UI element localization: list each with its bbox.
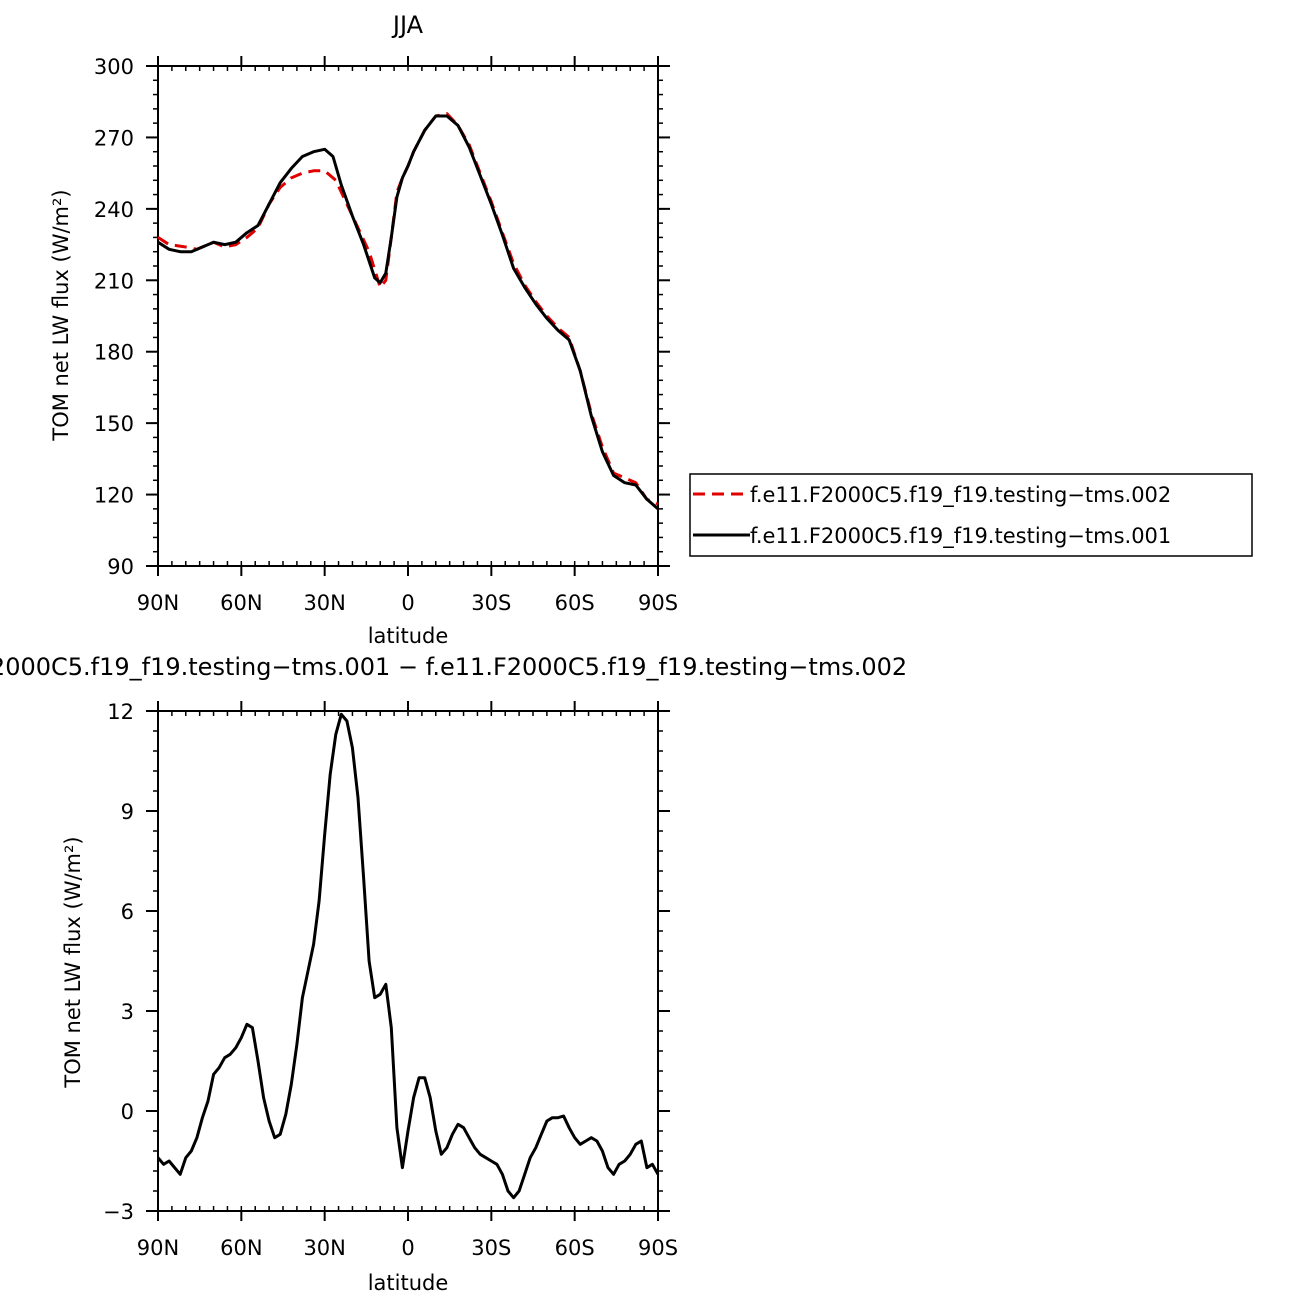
y-tick-label-12: 12 <box>107 700 134 724</box>
x-tick-label-90s: 90S <box>638 1236 678 1260</box>
y-tick-label-270: 270 <box>94 126 134 150</box>
chart-title-top: JJA <box>391 11 424 39</box>
series-line-difference <box>156 712 660 1200</box>
legend: f.e11.F2000C5.f19_f19.testing−tms.002 f.… <box>689 473 1253 557</box>
x-axis-label-top: latitude <box>368 624 449 648</box>
x-tick-label-30s: 30S <box>471 1236 511 1260</box>
x-tick-label-30n: 30N <box>303 591 345 615</box>
x-tick-label-60n: 60N <box>220 591 262 615</box>
y-tick-label-minus-3: −3 <box>103 1200 134 1224</box>
y-tick-label-120: 120 <box>94 484 134 508</box>
y-tick-label-0: 0 <box>121 1100 134 1124</box>
y-tick-label-180: 180 <box>94 341 134 365</box>
x-tick-label-30s: 30S <box>471 591 511 615</box>
y-axis-label-bottom: TOM net LW flux (W/m²) <box>61 836 85 1088</box>
legend-label-tms002: f.e11.F2000C5.f19_f19.testing−tms.002 <box>750 483 1171 508</box>
y-tick-label-240: 240 <box>94 198 134 222</box>
legend-label-tms001: f.e11.F2000C5.f19_f19.testing−tms.001 <box>750 524 1171 549</box>
x-tick-label-90n: 90N <box>137 591 179 615</box>
y-tick-label-210: 210 <box>94 269 134 293</box>
bottom-panel-difference: f.e11.F2000C5.f19_f19.testing−tms.001 − … <box>0 653 907 1295</box>
y-tick-label-150: 150 <box>94 412 134 436</box>
x-tick-label-60s: 60S <box>555 591 595 615</box>
y-tick-label-3: 3 <box>121 1000 134 1024</box>
x-tick-label-0: 0 <box>401 591 414 615</box>
x-tick-label-90n: 90N <box>137 1236 179 1260</box>
x-tick-label-90s: 90S <box>638 591 678 615</box>
x-tick-label-30n: 30N <box>303 1236 345 1260</box>
x-tick-label-60s: 60S <box>555 1236 595 1260</box>
plot-frame-0 <box>157 65 659 567</box>
y-tick-label-90: 90 <box>107 555 134 579</box>
x-tick-label-60n: 60N <box>220 1236 262 1260</box>
x-tick-label-0: 0 <box>401 1236 414 1260</box>
legend-box <box>689 473 1253 557</box>
chart-title-bottom: f.e11.F2000C5.f19_f19.testing−tms.001 − … <box>0 653 907 681</box>
x-axis-label-bottom: latitude <box>368 1271 449 1295</box>
series-line-tms-002 <box>157 112 659 506</box>
y-tick-label-6: 6 <box>121 900 134 924</box>
y-axis-label-top: TOM net LW flux (W/m²) <box>49 189 73 441</box>
y-tick-label-300: 300 <box>94 55 134 79</box>
y-tick-label-9: 9 <box>121 800 134 824</box>
series-line-tms-001 <box>157 114 659 511</box>
top-panel-jja: JJA latitude TOM net LW flux (W/m²) 90N 6… <box>49 11 678 648</box>
